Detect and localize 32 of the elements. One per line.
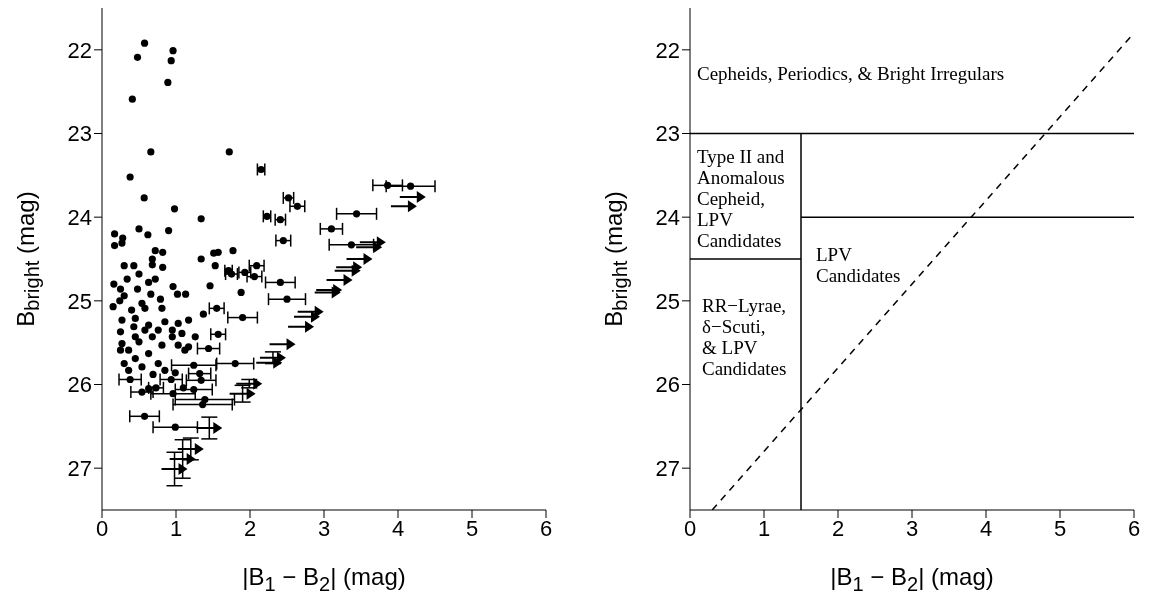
y-tick-label: 23 — [655, 121, 680, 147]
x-tick-label: 2 — [243, 515, 257, 541]
x-tick-label: 5 — [1053, 515, 1067, 541]
annotation: Cepheids, Periodics, & Bright Irregulars — [697, 63, 1005, 84]
x-tick-label: 6 — [1127, 515, 1141, 541]
x-tick-label: 4 — [391, 515, 405, 541]
y-tick-label: 26 — [655, 372, 680, 398]
y-tick-label: 23 — [67, 121, 92, 147]
annotation: RR−Lyrae, δ−Scuti, & LPV Candidates — [702, 295, 787, 379]
y-tick-label: 27 — [67, 455, 92, 481]
x-tick-label: 5 — [465, 515, 479, 541]
y-tick-label: 26 — [67, 372, 92, 398]
y-tick-label: 22 — [655, 37, 680, 63]
y-tick-label: 24 — [655, 204, 680, 230]
x-tick-label: 3 — [905, 515, 919, 541]
x-tick-label: 1 — [169, 515, 183, 541]
y-tick-label: 27 — [655, 455, 680, 481]
x-tick-label: 4 — [979, 515, 993, 541]
x-tick-label: 0 — [683, 515, 697, 541]
x-axis-title: |B$_{1}$ − B$_{2}$| (mag) — [829, 563, 995, 593]
x-tick-label: 6 — [539, 515, 553, 541]
annotation: Type II and Anomalous Cepheid, LPV Candidates — [697, 146, 785, 251]
x-tick-label: 3 — [317, 515, 331, 541]
y-tick-label: 22 — [67, 37, 92, 63]
x-axis-title: |B$_{1}$ − B$_{2}$| (mag) — [241, 563, 407, 593]
y-tick-label: 25 — [67, 288, 92, 314]
x-tick-label: 2 — [831, 515, 845, 541]
x-tick-label: 1 — [757, 515, 771, 541]
annotation: LPV Candidates — [816, 244, 901, 286]
y-tick-label: 25 — [655, 288, 680, 314]
y-tick-label: 24 — [67, 204, 92, 230]
x-tick-label: 0 — [95, 515, 109, 541]
